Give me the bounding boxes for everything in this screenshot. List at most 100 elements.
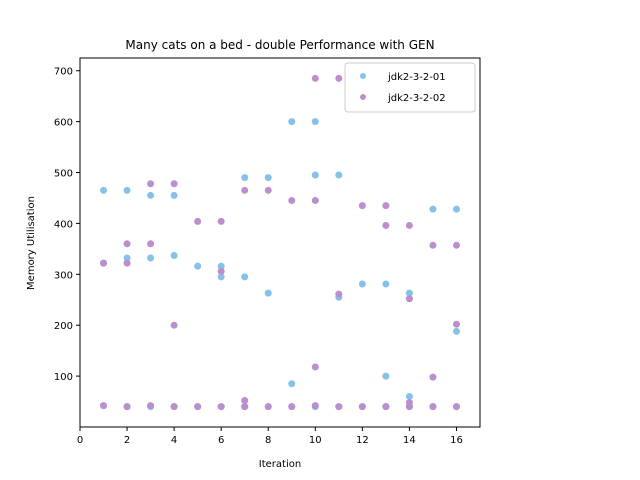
data-point-jdk2-3-2-02 <box>217 217 225 225</box>
data-point-jdk2-3-2-02 <box>311 402 319 410</box>
data-point-jdk2-3-2-01 <box>241 273 249 281</box>
data-point-jdk2-3-2-01 <box>147 254 155 262</box>
data-point-jdk2-3-2-02 <box>405 295 413 303</box>
data-point-jdk2-3-2-01 <box>358 280 366 288</box>
legend-frame <box>344 62 476 113</box>
data-point-jdk2-3-2-02 <box>335 403 343 411</box>
data-point-jdk2-3-2-02 <box>264 186 272 194</box>
data-point-jdk2-3-2-01 <box>382 280 390 288</box>
x-tick-label: 0 <box>77 435 83 446</box>
y-tick-label: 400 <box>54 219 73 230</box>
legend-label-jdk2-3-2-01: jdk2-3-2-01 <box>387 72 446 83</box>
data-point-jdk2-3-2-02 <box>217 267 225 275</box>
data-point-jdk2-3-2-01 <box>123 254 131 262</box>
data-point-jdk2-3-2-02 <box>123 259 131 267</box>
x-tick-label: 8 <box>265 435 271 446</box>
data-point-jdk2-3-2-01 <box>335 171 343 179</box>
chart-title: Many cats on a bed - double Performance … <box>125 38 434 52</box>
legend-marker-jdk2-3-2-01 <box>360 73 366 79</box>
data-point-jdk2-3-2-02 <box>382 202 390 210</box>
y-tick-label: 200 <box>54 321 73 332</box>
x-tick-label: 10 <box>309 435 322 446</box>
data-point-jdk2-3-2-02 <box>382 221 390 229</box>
legend-marker-jdk2-3-2-02 <box>360 94 366 100</box>
y-tick-label: 300 <box>54 270 73 281</box>
x-tick-label: 12 <box>356 435 369 446</box>
data-point-jdk2-3-2-02 <box>452 320 460 328</box>
data-point-jdk2-3-2-01 <box>311 118 319 126</box>
y-axis: 100 200 300 400 500 600 700 <box>54 67 80 383</box>
data-point-jdk2-3-2-02 <box>311 363 319 371</box>
data-point-jdk2-3-2-01 <box>241 174 249 182</box>
y-tick-label: 100 <box>54 372 73 383</box>
data-point-jdk2-3-2-02 <box>288 197 296 205</box>
data-point-jdk2-3-2-02 <box>358 202 366 210</box>
data-point-jdk2-3-2-02 <box>194 403 202 411</box>
data-point-jdk2-3-2-02 <box>405 221 413 229</box>
data-point-jdk2-3-2-02 <box>241 397 249 405</box>
data-point-jdk2-3-2-02 <box>100 402 108 410</box>
data-point-jdk2-3-2-01 <box>264 174 272 182</box>
data-point-jdk2-3-2-01 <box>452 205 460 213</box>
data-point-jdk2-3-2-02 <box>241 186 249 194</box>
data-point-jdk2-3-2-01 <box>429 205 437 213</box>
data-point-jdk2-3-2-02 <box>241 403 249 411</box>
data-point-jdk2-3-2-01 <box>288 380 296 388</box>
data-point-jdk2-3-2-01 <box>264 289 272 297</box>
data-point-jdk2-3-2-01 <box>405 392 413 400</box>
legend: jdk2-3-2-01 jdk2-3-2-02 <box>344 62 476 113</box>
x-axis: 0 2 4 6 8 10 12 14 16 <box>77 427 463 446</box>
data-point-jdk2-3-2-02 <box>382 403 390 411</box>
data-point-jdk2-3-2-01 <box>452 327 460 335</box>
data-point-jdk2-3-2-02 <box>147 180 155 188</box>
data-point-jdk2-3-2-01 <box>170 191 178 199</box>
y-tick-label: 600 <box>54 118 73 129</box>
x-tick-label: 2 <box>124 435 130 446</box>
data-point-jdk2-3-2-02 <box>194 217 202 225</box>
data-point-jdk2-3-2-02 <box>311 197 319 205</box>
data-point-jdk2-3-2-01 <box>194 262 202 270</box>
data-point-jdk2-3-2-02 <box>170 180 178 188</box>
data-point-jdk2-3-2-02 <box>335 290 343 298</box>
data-point-jdk2-3-2-02 <box>335 74 343 82</box>
data-point-jdk2-3-2-02 <box>147 240 155 248</box>
data-point-jdk2-3-2-02 <box>452 403 460 411</box>
data-point-jdk2-3-2-02 <box>429 373 437 381</box>
x-tick-label: 16 <box>450 435 463 446</box>
data-point-jdk2-3-2-02 <box>429 403 437 411</box>
legend-label-jdk2-3-2-02: jdk2-3-2-02 <box>387 93 446 104</box>
data-point-jdk2-3-2-01 <box>405 289 413 297</box>
x-tick-label: 4 <box>171 435 177 446</box>
data-point-jdk2-3-2-02 <box>147 402 155 410</box>
data-point-jdk2-3-2-02 <box>123 240 131 248</box>
y-tick-label: 500 <box>54 169 73 180</box>
data-point-jdk2-3-2-01 <box>311 171 319 179</box>
data-point-jdk2-3-2-02 <box>358 403 366 411</box>
data-point-jdk2-3-2-02 <box>452 241 460 249</box>
data-point-jdk2-3-2-01 <box>100 186 108 194</box>
data-point-jdk2-3-2-02 <box>170 403 178 411</box>
data-point-jdk2-3-2-02 <box>429 241 437 249</box>
data-point-jdk2-3-2-02 <box>170 321 178 329</box>
data-point-jdk2-3-2-01 <box>170 251 178 259</box>
data-point-jdk2-3-2-01 <box>147 191 155 199</box>
data-point-jdk2-3-2-02 <box>100 259 108 267</box>
x-tick-label: 14 <box>403 435 416 446</box>
data-point-jdk2-3-2-01 <box>123 186 131 194</box>
y-tick-label: 700 <box>54 67 73 78</box>
data-point-jdk2-3-2-02 <box>288 403 296 411</box>
y-axis-label: Memory Utilisation <box>26 196 37 290</box>
data-point-jdk2-3-2-02 <box>217 403 225 411</box>
data-point-jdk2-3-2-01 <box>288 118 296 126</box>
data-point-jdk2-3-2-01 <box>382 372 390 380</box>
plot-area-frame <box>79 57 481 428</box>
data-point-jdk2-3-2-02 <box>123 403 131 411</box>
data-point-jdk2-3-2-02 <box>264 403 272 411</box>
points-layer <box>100 74 460 411</box>
data-point-jdk2-3-2-01 <box>217 262 225 270</box>
x-axis-label: Iteration <box>259 459 301 470</box>
data-point-jdk2-3-2-02 <box>405 403 413 411</box>
data-point-jdk2-3-2-01 <box>217 273 225 281</box>
data-point-jdk2-3-2-02 <box>311 74 319 82</box>
